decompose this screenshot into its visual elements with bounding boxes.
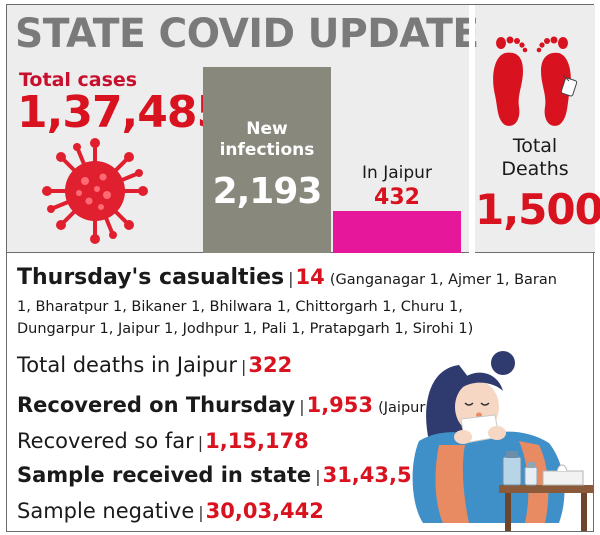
recovered-thursday-row: Recovered on Thursday |1,953 (Jaipur 251) xyxy=(17,393,463,417)
recovered-so-far-label: Recovered so far xyxy=(17,429,194,453)
sample-received-label: Sample received in state xyxy=(17,463,312,487)
page-title: STATE COVID UPDATE xyxy=(15,11,479,57)
recovered-thursday-value: 1,953 xyxy=(306,393,374,417)
casualties-detail-1: (Ganganagar 1, Ajmer 1, Baran xyxy=(329,272,557,288)
deaths-jaipur-label: Total deaths in Jaipur xyxy=(17,353,237,377)
jaipur-bar xyxy=(333,211,461,253)
separator: | xyxy=(288,269,294,288)
jaipur-value: 432 xyxy=(374,185,420,210)
sample-received-row: Sample received in state |31,43,572 xyxy=(17,463,441,487)
sample-negative-row: Sample negative |30,03,442 xyxy=(17,499,324,523)
recovered-so-far-row: Recovered so far |1,15,178 xyxy=(17,429,309,453)
panel-divider xyxy=(469,5,475,253)
total-cases-value: 1,37,485 xyxy=(17,87,227,138)
separator: | xyxy=(315,467,321,486)
total-deaths-label: Total Deaths xyxy=(501,135,569,180)
separator: | xyxy=(198,503,204,522)
deaths-jaipur-value: 322 xyxy=(248,353,293,377)
casualties-detail-2: 1, Bharatpur 1, Bikaner 1, Bhilwara 1, C… xyxy=(17,299,463,315)
jaipur-label: In Jaipur xyxy=(362,163,432,183)
separator: | xyxy=(197,433,204,452)
total-cases-label: Total cases xyxy=(19,69,138,91)
total-deaths-value: 1,500 xyxy=(475,185,600,234)
recovered-so-far-value: 1,15,178 xyxy=(205,429,309,453)
casualties-detail-3: Dungarpur 1, Jaipur 1, Jodhpur 1, Pali 1… xyxy=(17,321,474,337)
deaths-jaipur-row: Total deaths in Jaipur |322 xyxy=(17,353,292,377)
recovered-thursday-label: Recovered on Thursday xyxy=(17,393,296,417)
footprints-icon xyxy=(493,36,578,126)
casualties-value: 14 xyxy=(295,265,325,289)
casualties-row: Thursday's casualties |14 (Ganganagar 1, … xyxy=(17,265,557,290)
new-infections-label: New infections xyxy=(219,119,315,160)
separator: | xyxy=(299,397,305,416)
covid-update-card: STATE COVID UPDATE Total cases 1,37,485 xyxy=(6,4,600,532)
separator: | xyxy=(241,357,247,376)
virus-icon xyxy=(42,138,148,244)
sample-negative-value: 30,03,442 xyxy=(205,499,324,523)
casualties-label: Thursday's casualties xyxy=(17,265,285,290)
sick-woman-illustration xyxy=(412,351,593,531)
new-infections-value: 2,193 xyxy=(212,171,323,212)
new-infections-panel: New infections 2,193 xyxy=(203,67,331,253)
summary-panel: STATE COVID UPDATE Total cases 1,37,485 xyxy=(7,5,600,253)
sample-negative-label: Sample negative xyxy=(17,499,195,523)
